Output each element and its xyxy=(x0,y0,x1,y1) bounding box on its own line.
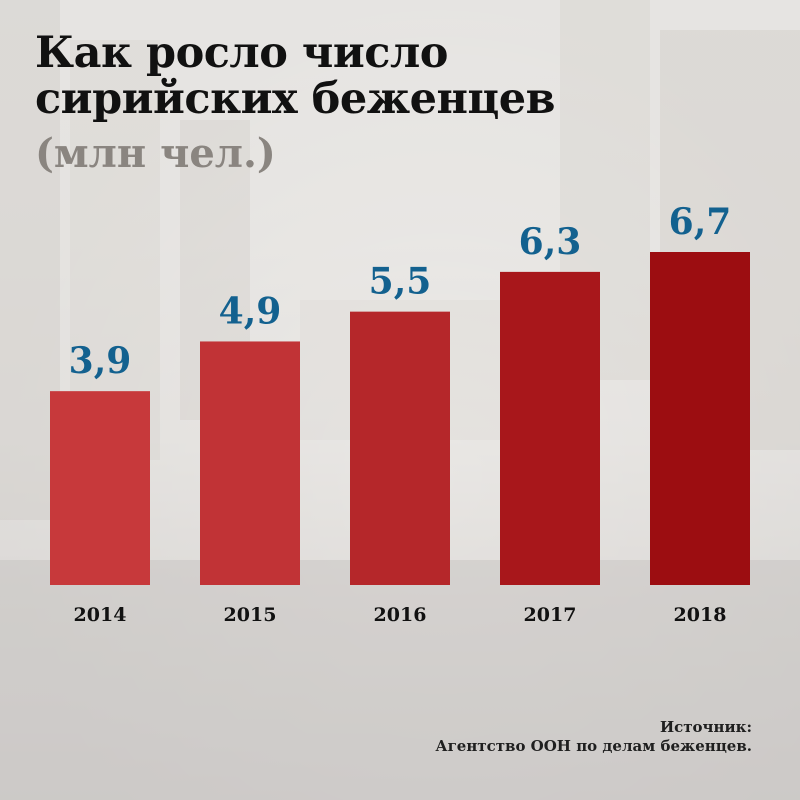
bar-2014 xyxy=(50,391,150,585)
source-note: Источник: Агентство ООН по делам беженце… xyxy=(435,718,752,756)
bar-2018 xyxy=(650,252,750,585)
source-label: Источник: xyxy=(659,718,752,736)
source-text: Агентство ООН по делам беженцев. xyxy=(435,737,752,755)
value-label-2017: 6,3 xyxy=(519,221,582,263)
x-tick-label-2017: 2017 xyxy=(524,604,577,626)
bar-2016 xyxy=(350,311,450,585)
x-tick-label-2014: 2014 xyxy=(74,604,127,626)
value-label-2014: 3,9 xyxy=(69,340,132,382)
chart-title-line-1: Как росло число xyxy=(35,28,448,78)
bar-2015 xyxy=(200,341,300,585)
value-label-2018: 6,7 xyxy=(669,201,732,243)
x-tick-label-2016: 2016 xyxy=(374,604,427,626)
value-label-2016: 5,5 xyxy=(369,261,432,303)
x-tick-label-2018: 2018 xyxy=(674,604,727,626)
chart-title: Как росло число сирийских беженцев xyxy=(35,30,555,122)
chart-title-line-2: сирийских беженцев xyxy=(35,74,555,124)
bar-2017 xyxy=(500,271,600,585)
chart-subtitle-unit: (млн чел.) xyxy=(35,130,276,177)
value-label-2015: 4,9 xyxy=(219,290,282,332)
x-tick-label-2015: 2015 xyxy=(224,604,277,626)
